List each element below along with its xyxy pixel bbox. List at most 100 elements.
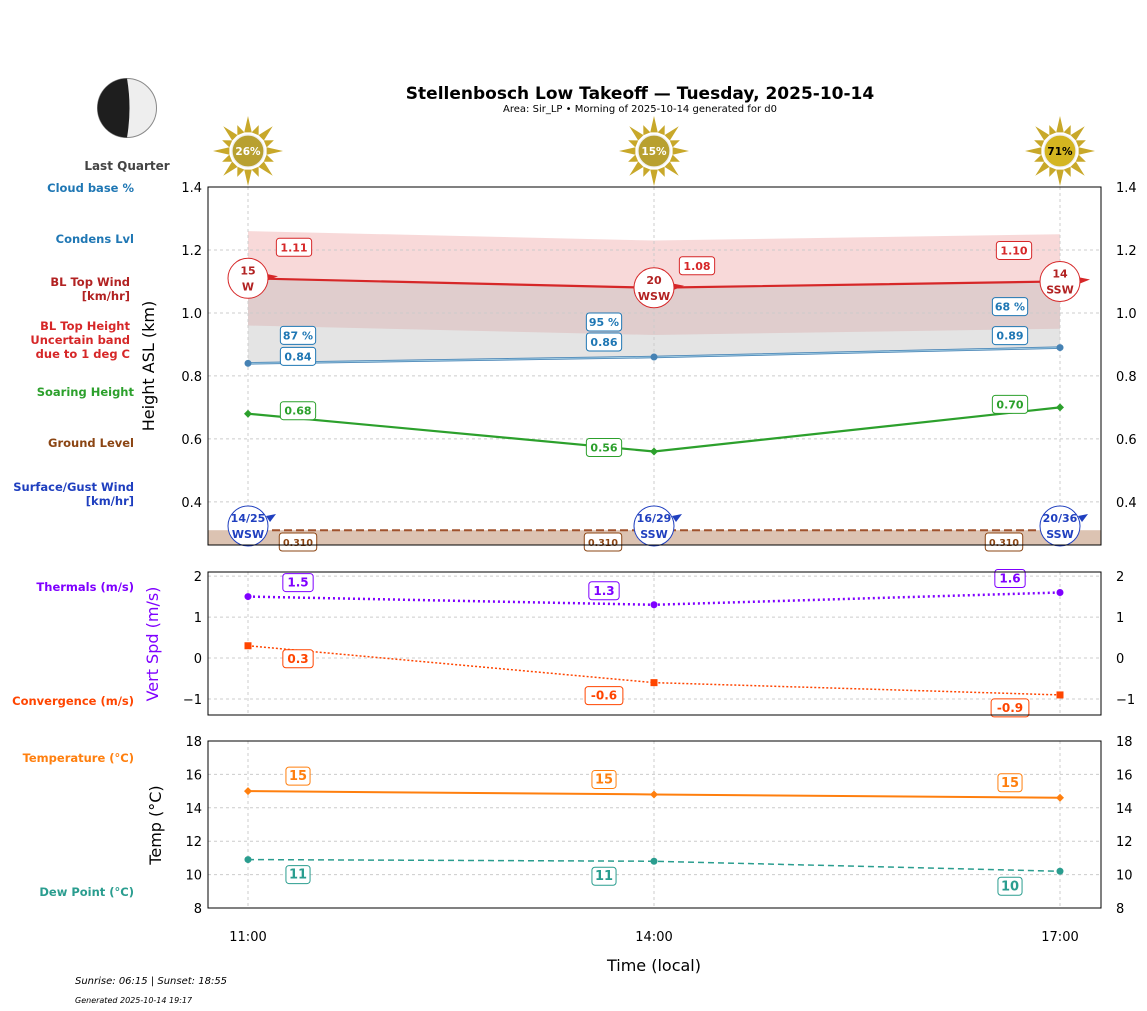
- cloud-pct-label-box: [279, 325, 317, 345]
- sun-disc: [1043, 134, 1077, 168]
- surface-wind-speed: 14/25: [231, 512, 266, 525]
- temperature-marker: [1056, 793, 1064, 802]
- soaring-label: 0.56: [590, 441, 617, 454]
- ground-level-label: 0.310: [588, 538, 618, 549]
- x-tick-label: 17:00: [1041, 930, 1078, 945]
- thermals-marker: [244, 593, 252, 601]
- soaring-label-box: [279, 401, 317, 421]
- panel-frame: [207, 186, 1102, 546]
- y-tick-label-right: 14: [1116, 802, 1133, 817]
- bl-wind-speed: 15: [240, 264, 255, 277]
- ground-level-label: 0.310: [283, 538, 313, 549]
- condens-label-box: [279, 346, 317, 366]
- generated-timestamp: Generated 2025-10-14 19:17: [75, 996, 193, 1005]
- dew-point-label-box: [997, 876, 1023, 896]
- bl-wind-direction: W: [242, 280, 254, 293]
- y-tick-label: 1.2: [181, 244, 202, 259]
- ground-level-label-box: [984, 532, 1024, 552]
- y-tick-label-right: 0.4: [1116, 496, 1137, 511]
- side-label-surface-wind: Surface/Gust Wind: [13, 480, 134, 494]
- y-tick-label: −1: [183, 693, 202, 708]
- surface-wind-arrow-icon: [266, 514, 276, 522]
- thermals-label-box: [588, 581, 620, 601]
- dew-point-marker: [244, 856, 252, 864]
- y-tick-label-right: 18: [1116, 735, 1133, 750]
- sun-icon: [1025, 116, 1095, 186]
- side-label-ground: Ground Level: [48, 436, 134, 450]
- thermals-label: 1.6: [999, 571, 1020, 585]
- side-label-condens: Condens Lvl: [56, 232, 134, 246]
- temperature-marker: [244, 787, 252, 796]
- convergence-label: 0.3: [287, 652, 308, 666]
- thermals-label: 1.5: [287, 576, 308, 590]
- dew-point-line: [247, 858, 1061, 873]
- convergence-marker: [650, 679, 658, 687]
- soaring-label: 0.68: [284, 405, 311, 418]
- thermals-marker: [650, 601, 658, 609]
- cloud-cover-label: 26%: [235, 146, 261, 158]
- temperature-marker: [650, 790, 658, 799]
- ground-level-label-box: [583, 532, 623, 552]
- soaring-marker: [1056, 403, 1064, 412]
- y-tick-label: 18: [185, 735, 202, 750]
- temperature-label: 15: [595, 772, 613, 787]
- side-label-temperature: Temperature (°C): [23, 751, 134, 765]
- thermals-label: 1.3: [593, 584, 614, 598]
- y-tick-label: 0: [194, 652, 202, 667]
- y-tick-label: 14: [185, 802, 202, 817]
- y-tick-label-right: 0: [1116, 652, 1124, 667]
- sun-ray: [213, 116, 283, 186]
- cloud-pct-label-box: [585, 312, 623, 332]
- convergence-label: -0.6: [591, 689, 617, 703]
- side-label-bl-wind: [km/hr]: [82, 289, 130, 303]
- y-tick-label: 0.8: [181, 370, 202, 385]
- bl-top-label-box: [678, 256, 716, 276]
- surface-wind-circle: [227, 505, 269, 547]
- y-tick-label: 1.0: [181, 307, 202, 322]
- soaring-marker: [650, 447, 658, 456]
- cloud-pct-label: 95 %: [589, 316, 619, 329]
- dew-point-label: 11: [289, 868, 307, 883]
- side-label-thermals: Thermals (m/s): [36, 580, 134, 594]
- surface-wind-circle: [1039, 505, 1081, 547]
- side-label-dew-point: Dew Point (°C): [39, 885, 134, 899]
- temperature-label: 15: [1001, 776, 1019, 791]
- chart-subtitle: Area: Sir_LP • Morning of 2025-10-14 gen…: [503, 104, 777, 115]
- y-tick-label-right: 1: [1116, 611, 1124, 626]
- condens-label: 0.86: [590, 336, 617, 349]
- y-axis-label: Vert Spd (m/s): [143, 587, 162, 702]
- condens-marker: [1056, 344, 1064, 352]
- condens-label: 0.84: [284, 350, 311, 363]
- side-label-bl-height: BL Top Height: [40, 319, 130, 333]
- dew-point-marker: [650, 857, 658, 865]
- y-tick-label: 8: [194, 902, 202, 917]
- y-tick-label: 2: [194, 570, 202, 585]
- y-axis-label: Height ASL (km): [139, 301, 158, 431]
- convergence-label-box: [584, 686, 624, 706]
- ground-level-label: 0.310: [989, 538, 1019, 549]
- y-tick-label-right: 1.2: [1116, 244, 1137, 259]
- side-label-soaring: Soaring Height: [37, 385, 135, 399]
- dew-point-label: 10: [1001, 879, 1019, 894]
- x-tick-label: 11:00: [229, 930, 266, 945]
- dew-point-label-box: [285, 865, 311, 885]
- condens-label-box: [991, 326, 1029, 346]
- sunrise-sunset: Sunrise: 06:15 | Sunset: 18:55: [75, 976, 227, 987]
- convergence-marker: [1056, 691, 1064, 699]
- side-label-convergence: Convergence (m/s): [12, 694, 134, 708]
- moon-last-quarter-icon: [97, 78, 157, 138]
- ground-level-label-box: [278, 532, 318, 552]
- surface-wind-direction: SSW: [640, 528, 667, 541]
- y-tick-label-right: 0.6: [1116, 433, 1137, 448]
- side-label-cloud-base: Cloud base %: [47, 181, 134, 195]
- cloud-cover-label: 15%: [641, 146, 667, 158]
- surface-wind-direction: SSW: [1046, 528, 1073, 541]
- bl-top-label-box: [275, 237, 313, 257]
- soaring-label-box: [585, 437, 623, 457]
- convergence-marker: [244, 642, 252, 650]
- side-label-bl-height: Uncertain band: [30, 333, 130, 347]
- surface-wind-circle: [633, 505, 675, 547]
- panel-frame: [207, 571, 1102, 716]
- surface-wind-direction: WSW: [232, 528, 264, 541]
- y-tick-label-right: −1: [1116, 693, 1135, 708]
